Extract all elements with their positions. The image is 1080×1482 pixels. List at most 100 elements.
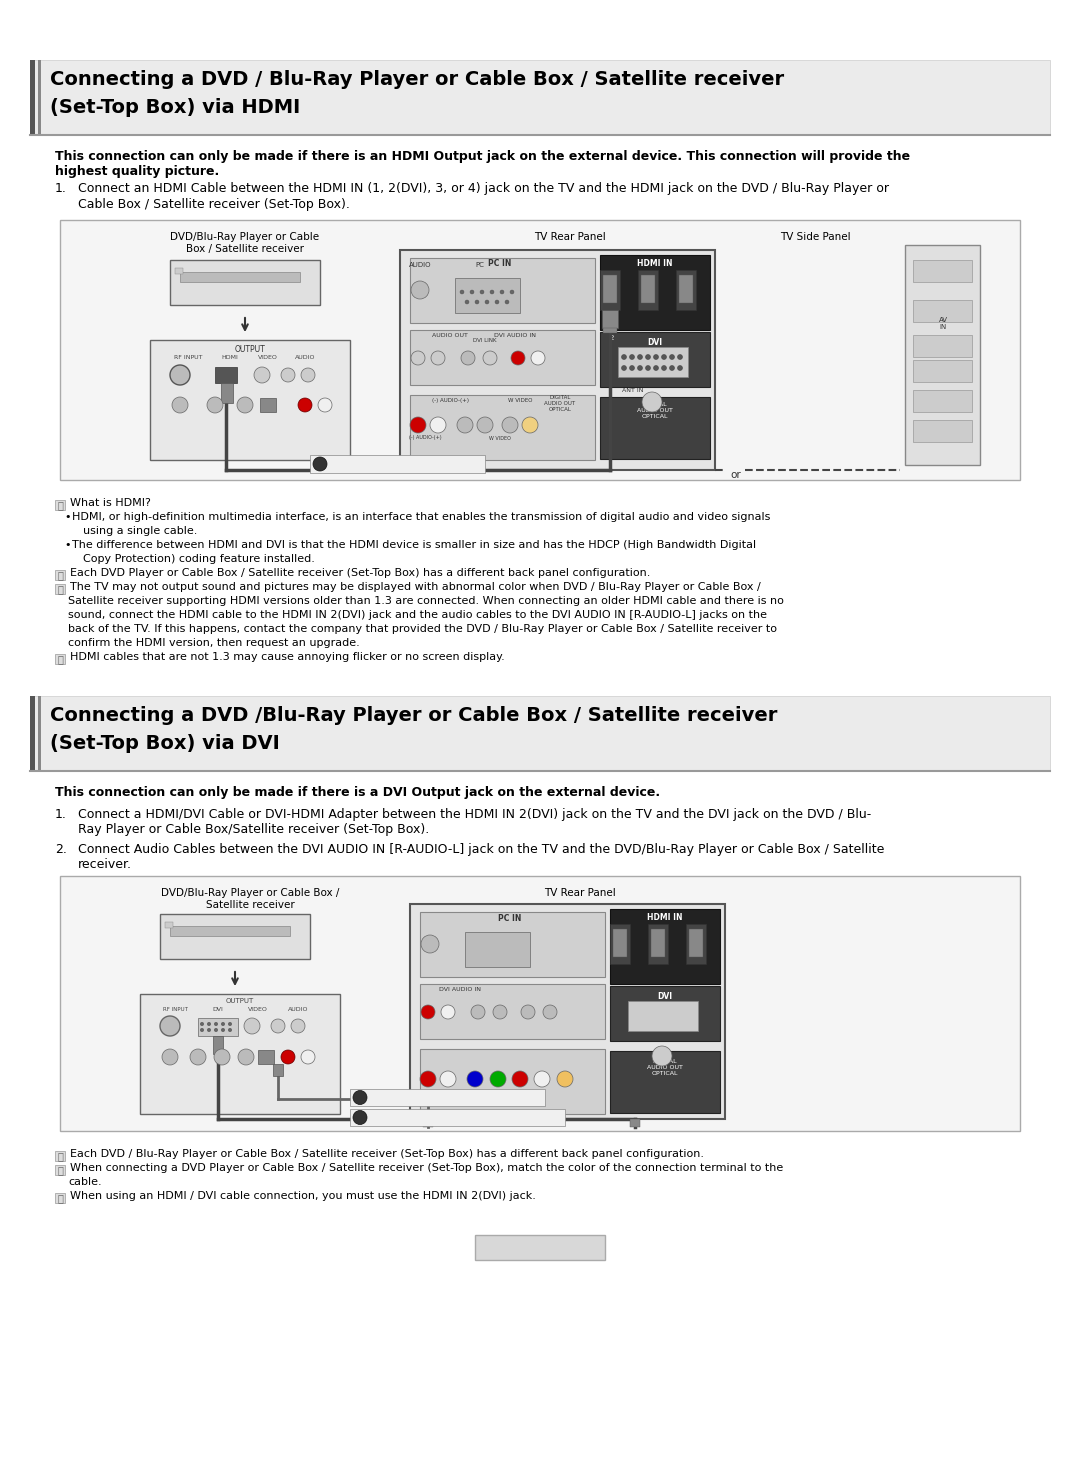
- Bar: [610, 923, 630, 963]
- Circle shape: [411, 282, 429, 299]
- Circle shape: [207, 1023, 211, 1026]
- Text: PC: PC: [475, 262, 485, 268]
- Text: (Set-Top Box) via HDMI: (Set-Top Box) via HDMI: [50, 98, 300, 117]
- Text: HDMI/DVI Cable (Not supplied): HDMI/DVI Cable (Not supplied): [372, 1113, 521, 1123]
- Bar: [55, 654, 65, 664]
- Circle shape: [646, 354, 650, 360]
- Bar: [913, 419, 972, 442]
- Circle shape: [431, 351, 445, 365]
- Bar: [150, 339, 350, 459]
- Bar: [350, 1089, 545, 1106]
- Text: DVI AUDIO IN: DVI AUDIO IN: [438, 987, 481, 991]
- Text: DVD/Blu-Ray Player or Cable Box /: DVD/Blu-Ray Player or Cable Box /: [161, 888, 339, 898]
- Circle shape: [353, 1091, 367, 1104]
- Bar: [600, 397, 710, 459]
- Text: DIGITAL
AUDIO OUT
OPTICAL: DIGITAL AUDIO OUT OPTICAL: [647, 1060, 683, 1076]
- Bar: [651, 929, 665, 957]
- Text: 2: 2: [610, 335, 615, 341]
- Bar: [350, 1109, 565, 1126]
- Text: DVI AUDIO IN: DVI AUDIO IN: [494, 333, 536, 338]
- Circle shape: [214, 1029, 218, 1031]
- Circle shape: [214, 1049, 230, 1066]
- Text: Cable Box / Satellite receiver (Set-Top Box).: Cable Box / Satellite receiver (Set-Top …: [78, 199, 350, 210]
- Text: Audio Cable (Not supplied): Audio Cable (Not supplied): [372, 1094, 502, 1103]
- Bar: [610, 986, 720, 1040]
- Text: Each DVD / Blu-Ray Player or Cable Box / Satellite receiver (Set-Top Box) has a : Each DVD / Blu-Ray Player or Cable Box /…: [70, 1149, 704, 1159]
- Circle shape: [490, 1071, 507, 1086]
- Circle shape: [190, 1049, 206, 1066]
- Bar: [600, 255, 710, 330]
- Circle shape: [410, 416, 426, 433]
- Bar: [165, 922, 173, 928]
- Bar: [603, 276, 617, 302]
- Bar: [198, 1018, 238, 1036]
- Bar: [258, 1051, 274, 1064]
- Bar: [913, 390, 972, 412]
- Bar: [30, 59, 35, 135]
- Circle shape: [653, 366, 659, 370]
- Text: ANT IN: ANT IN: [622, 388, 644, 393]
- Bar: [638, 270, 658, 310]
- Circle shape: [228, 1029, 232, 1031]
- Bar: [160, 914, 310, 959]
- Circle shape: [490, 290, 494, 293]
- Bar: [213, 1036, 222, 1054]
- Circle shape: [200, 1029, 204, 1031]
- Text: ⓘ: ⓘ: [57, 1193, 63, 1203]
- Bar: [618, 347, 688, 376]
- Circle shape: [477, 416, 492, 433]
- Circle shape: [502, 416, 518, 433]
- Bar: [410, 904, 725, 1119]
- Bar: [55, 571, 65, 579]
- Circle shape: [457, 416, 473, 433]
- Circle shape: [160, 1017, 180, 1036]
- Bar: [679, 276, 693, 302]
- Circle shape: [661, 354, 666, 360]
- Text: AUDIO OUT: AUDIO OUT: [432, 333, 468, 338]
- Text: ⓘ: ⓘ: [57, 1152, 63, 1160]
- Bar: [420, 984, 605, 1039]
- Circle shape: [162, 1049, 178, 1066]
- Text: W VIDEO: W VIDEO: [489, 436, 511, 442]
- Text: TV Rear Panel: TV Rear Panel: [535, 233, 606, 242]
- Bar: [610, 1051, 720, 1113]
- Circle shape: [281, 368, 295, 382]
- Bar: [175, 268, 183, 274]
- Circle shape: [254, 368, 270, 382]
- Bar: [260, 399, 276, 412]
- Text: (-) AUDIO-(+): (-) AUDIO-(+): [432, 399, 469, 403]
- Text: Each DVD Player or Cable Box / Satellite receiver (Set-Top Box) has a different : Each DVD Player or Cable Box / Satellite…: [70, 568, 650, 578]
- Circle shape: [298, 399, 312, 412]
- Circle shape: [421, 1005, 435, 1020]
- Bar: [55, 1165, 65, 1175]
- Circle shape: [421, 935, 438, 953]
- Text: •: •: [64, 539, 70, 550]
- Bar: [310, 455, 485, 473]
- Circle shape: [301, 1051, 315, 1064]
- Text: What is HDMI?: What is HDMI?: [70, 498, 151, 508]
- Circle shape: [440, 1071, 456, 1086]
- Circle shape: [313, 456, 327, 471]
- Bar: [38, 59, 41, 135]
- Bar: [600, 332, 710, 387]
- Text: DVI: DVI: [647, 338, 662, 347]
- Circle shape: [630, 366, 635, 370]
- Circle shape: [353, 1110, 367, 1125]
- Circle shape: [461, 351, 475, 365]
- Circle shape: [661, 366, 666, 370]
- Circle shape: [522, 416, 538, 433]
- Text: DVI: DVI: [213, 1006, 224, 1012]
- Bar: [410, 330, 595, 385]
- Bar: [60, 219, 1020, 480]
- Text: AUDIO: AUDIO: [295, 356, 315, 360]
- Circle shape: [677, 366, 683, 370]
- Text: 2: 2: [356, 1094, 363, 1103]
- Circle shape: [475, 299, 480, 304]
- Bar: [455, 279, 519, 313]
- Bar: [55, 499, 65, 510]
- Circle shape: [677, 354, 683, 360]
- Bar: [215, 368, 237, 382]
- Circle shape: [521, 1005, 535, 1020]
- Bar: [600, 270, 620, 310]
- Text: cable.: cable.: [68, 1177, 102, 1187]
